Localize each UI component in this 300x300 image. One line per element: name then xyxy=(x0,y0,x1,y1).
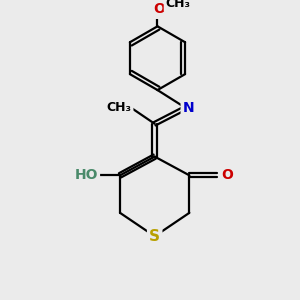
Text: CH₃: CH₃ xyxy=(106,101,132,114)
Text: O: O xyxy=(221,168,233,182)
Text: S: S xyxy=(149,229,160,244)
Text: N: N xyxy=(183,101,194,115)
Text: O: O xyxy=(153,2,165,16)
Text: CH₃: CH₃ xyxy=(166,0,190,10)
Text: HO: HO xyxy=(74,168,98,182)
